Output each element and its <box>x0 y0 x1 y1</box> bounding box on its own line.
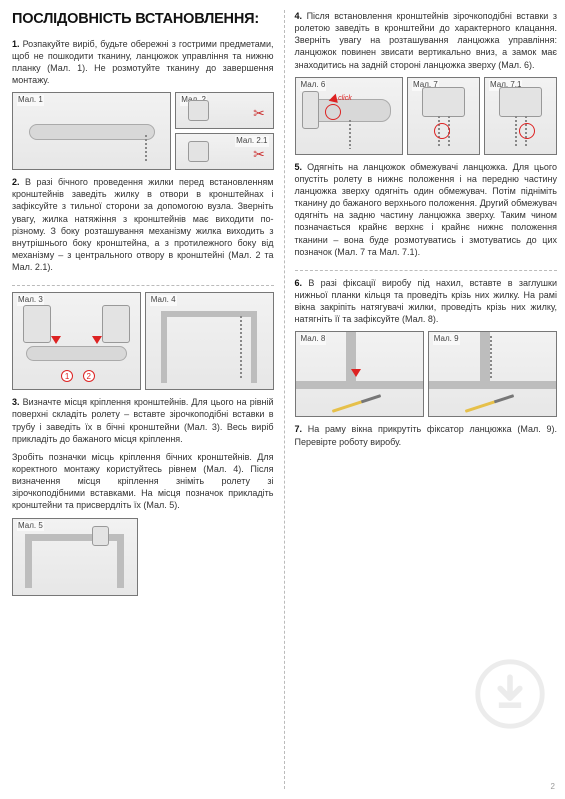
arrow-icon <box>51 336 61 344</box>
bracket-shape <box>188 100 209 121</box>
figure-2: Мал. 2 ✂ <box>175 92 273 129</box>
figure-2-1: Мал. 2.1 ✂ <box>175 133 273 170</box>
frame-shape <box>161 311 257 317</box>
roller-shape <box>29 124 155 141</box>
bracket-shape <box>102 305 130 343</box>
page-number: 2 <box>551 782 555 793</box>
bracket-shape <box>499 87 542 117</box>
scissors-icon: ✂ <box>253 145 265 164</box>
fig-row-4: Мал. 6 click Мал. 7 Мал. 7.1 <box>295 77 558 155</box>
chain-shape <box>349 120 351 149</box>
frame-shape <box>25 534 124 541</box>
chain-shape <box>490 336 492 378</box>
step-text: В разі бічного проведення жилки перед вс… <box>12 177 274 272</box>
step-7: 7. На раму вікна прикрутіть фіксатор лан… <box>295 423 558 447</box>
figure-5: Мал. 5 <box>12 518 138 596</box>
step-num: 6. <box>295 278 303 288</box>
step-2: 2. В разі бічного проведення жилки перед… <box>12 176 274 273</box>
highlight-circle <box>519 123 535 139</box>
fig-label: Мал. 1 <box>17 95 44 106</box>
step-num: 5. <box>295 162 303 172</box>
fig-row-2: Мал. 3 1 2 Мал. 4 <box>12 292 274 390</box>
bracket-shape <box>188 141 209 162</box>
screwdriver-icon <box>332 394 381 413</box>
frame-shape <box>25 534 32 589</box>
fig-label: Мал. 9 <box>433 334 460 345</box>
step-text: Зробіть позначки місць кріплення бічних … <box>12 452 274 511</box>
figure-7: Мал. 7 <box>407 77 480 155</box>
step-num: 3. <box>12 397 20 407</box>
step-num: 2. <box>12 177 20 187</box>
frame-shape <box>117 534 124 589</box>
step-6: 6. В разі фіксації виробу під нахил, вст… <box>295 277 558 326</box>
figure-7-1: Мал. 7.1 <box>484 77 557 155</box>
bracket-shape <box>302 91 319 129</box>
figure-3: Мал. 3 1 2 <box>12 292 141 390</box>
figure-1: Мал. 1 <box>12 92 171 170</box>
chain-shape <box>145 135 147 162</box>
divider <box>12 285 274 286</box>
page-title: ПОСЛІДОВНІСТЬ ВСТАНОВЛЕННЯ: <box>12 10 274 30</box>
frame-shape <box>251 311 257 383</box>
figure-4: Мал. 4 <box>145 292 274 390</box>
step-text: Визначте місця кріплення кронштейнів. Дл… <box>12 397 274 443</box>
highlight-circle <box>434 123 450 139</box>
step-3a: 3. Визначте місця кріплення кронштейнів.… <box>12 396 274 445</box>
arrow-icon <box>351 369 361 377</box>
screwdriver-icon <box>465 394 514 413</box>
page: ПОСЛІДОВНІСТЬ ВСТАНОВЛЕННЯ: 1. Розпакуйт… <box>0 0 565 799</box>
step-text: На раму вікна прикрутіть фіксатор ланцюж… <box>295 424 558 446</box>
roller-shape <box>26 346 127 361</box>
frame-shape <box>296 381 423 389</box>
fig-label: Мал. 5 <box>17 521 44 532</box>
chain-shape <box>515 116 517 148</box>
step-3b: Зробіть позначки місць кріплення бічних … <box>12 451 274 512</box>
frame-shape <box>161 311 167 383</box>
scissors-icon: ✂ <box>253 104 265 123</box>
arrow-icon <box>92 336 102 344</box>
bracket-shape <box>23 305 51 343</box>
frame-shape <box>429 381 556 389</box>
figure-6: Мал. 6 click <box>295 77 404 155</box>
right-column: 4. Після встановлення кронштейнів зірочк… <box>285 10 558 789</box>
step-1: 1. Розпакуйте виріб, будьте обережні з г… <box>12 38 274 87</box>
fig-row-1: Мал. 1 Мал. 2 ✂ Мал. 2.1 ✂ <box>12 92 274 170</box>
step-4: 4. Після встановлення кронштейнів зірочк… <box>295 10 558 71</box>
fig-row-5: Мал. 8 Мал. 9 <box>295 331 558 417</box>
step-5: 5. Одягніть на ланцюжок обмежувачі ланцю… <box>295 161 558 258</box>
figure-9: Мал. 9 <box>428 331 557 417</box>
fig-row-3: Мал. 5 <box>12 518 274 596</box>
chain-shape <box>240 316 242 378</box>
step-text: В разі фіксації виробу під нахил, вставт… <box>295 278 558 324</box>
step-num: 1. <box>12 39 20 49</box>
fig-label: Мал. 4 <box>150 295 177 306</box>
fig-label: Мал. 8 <box>300 334 327 345</box>
step-text: Розпакуйте виріб, будьте обережні з гост… <box>12 39 274 85</box>
left-column: ПОСЛІДОВНІСТЬ ВСТАНОВЛЕННЯ: 1. Розпакуйт… <box>12 10 285 789</box>
frame-shape <box>480 332 490 382</box>
step-text: Одягніть на ланцюжок обмежувачі ланцюжка… <box>295 162 558 257</box>
step-num: 4. <box>295 11 303 21</box>
figure-8: Мал. 8 <box>295 331 424 417</box>
step-text: Після встановлення кронштейнів зірочкопо… <box>295 11 558 70</box>
step-num: 7. <box>295 424 303 434</box>
badge-2: 2 <box>83 370 95 382</box>
badge-1: 1 <box>61 370 73 382</box>
bracket-shape <box>92 526 109 546</box>
divider <box>295 270 558 271</box>
bracket-shape <box>422 87 465 117</box>
fig-label: Мал. 6 <box>300 80 327 91</box>
